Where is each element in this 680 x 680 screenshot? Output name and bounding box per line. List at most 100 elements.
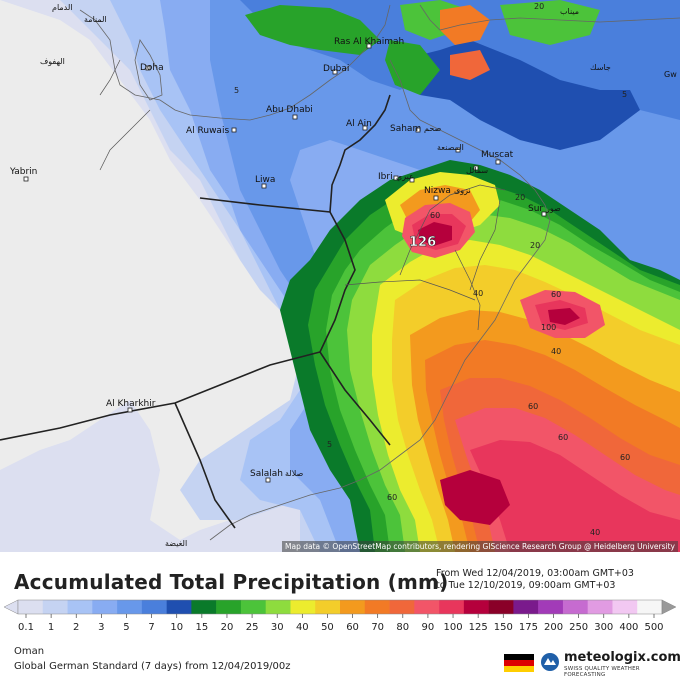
city-al-kharkhir: Al Kharkhir <box>106 399 156 409</box>
legend-label: 25 <box>246 622 259 633</box>
legend-swatch <box>439 600 465 614</box>
arabic-label-salalah: صلالة <box>285 469 304 478</box>
contour-label: 60 <box>430 211 440 220</box>
legend-arrow-left <box>3 599 19 615</box>
legend-label: 100 <box>443 622 462 633</box>
legend-swatch <box>290 600 316 614</box>
arabic-label-minab: ميناب <box>560 7 579 16</box>
city-salalah: Salalah <box>250 469 283 479</box>
contour-label: 60 <box>387 493 397 502</box>
legend-label: 40 <box>296 622 309 633</box>
legend-label: 0.1 <box>18 622 34 633</box>
legend-label: 80 <box>396 622 409 633</box>
legend-label: 250 <box>569 622 588 633</box>
city-markers <box>23 43 547 483</box>
contour-label: 5 <box>327 440 332 449</box>
city-abu-dhabi: Abu Dhabi <box>266 105 313 115</box>
city-ras-al-khaimah: Ras Al Khaimah <box>334 37 404 47</box>
legend-swatch <box>166 600 192 614</box>
legend-label: 15 <box>195 622 208 633</box>
legend-swatch <box>513 600 539 614</box>
city-ibri: Ibri <box>378 172 393 182</box>
legend-swatch <box>117 600 143 614</box>
legend-swatch <box>538 600 564 614</box>
legend-swatch <box>414 600 440 614</box>
legend-swatch <box>340 600 366 614</box>
legend-arrow-right <box>661 599 677 615</box>
contour-label: 5 <box>622 90 627 99</box>
contour-label: 20 <box>515 193 525 202</box>
contour-label: 5 <box>234 86 239 95</box>
arabic-label-ghaydah: الغيضة <box>165 539 187 548</box>
legend-swatch <box>191 600 217 614</box>
city-nizwa: Nizwa <box>424 186 451 196</box>
city-sur: Sur <box>528 204 543 214</box>
legend-swatch <box>92 600 118 614</box>
legend-swatch <box>18 600 44 614</box>
arabic-label-manama: المنامة <box>84 15 107 24</box>
arabic-label-hofuf: الهفوف <box>40 57 65 66</box>
precipitation-map[interactable]: Doha Ras Al Khaimah Dubai Abu Dhabi Al R… <box>0 0 680 552</box>
legend-swatch <box>612 600 638 614</box>
city-dubai: Dubai <box>323 64 349 74</box>
meteologix-logo[interactable]: meteologix.com SWISS QUALITY WEATHER FOR… <box>540 650 680 678</box>
contour-label: 20 <box>534 2 544 11</box>
city-yabrin: Yabrin <box>9 167 37 177</box>
flag-stripe <box>504 654 534 660</box>
legend-label: 500 <box>644 622 663 633</box>
legend-border <box>17 599 663 615</box>
legend-label: 1 <box>48 622 54 633</box>
contour-label: 40 <box>590 528 600 537</box>
arabic-label-samail: سمائل <box>466 166 488 175</box>
flag-stripe <box>504 666 534 672</box>
arabic-label-saham: صحم <box>424 124 441 133</box>
coastlines <box>79 4 680 541</box>
germany-flag-icon <box>504 654 534 672</box>
legend-label: 200 <box>544 622 563 633</box>
to-date: to Tue 12/10/2019, 09:00am GMT+03 <box>436 580 616 591</box>
legend-swatch <box>216 600 242 614</box>
legend-swatch <box>562 600 588 614</box>
contour-label: 20 <box>530 241 540 250</box>
from-date: From Wed 12/04/2019, 03:00am GMT+03 <box>436 568 634 579</box>
legend-swatch <box>265 600 291 614</box>
map-attribution: Map data © OpenStreetMap contributors, r… <box>282 541 678 552</box>
legend-label: 5 <box>123 622 129 633</box>
legend-swatch <box>637 600 663 614</box>
legend-swatch <box>42 600 68 614</box>
arabic-label-musanaah: المصنعة <box>437 143 464 152</box>
contour-label: 60 <box>620 453 630 462</box>
arabic-label-ibri: عبري <box>396 172 414 181</box>
city-doha: Doha <box>140 63 164 73</box>
city-liwa: Liwa <box>255 175 275 185</box>
color-legend: 0.1 1 2 3 5 7 10 15 20 25 30 40 50 60 70 80 90 100 125 150 1… <box>0 596 680 640</box>
legend-label: 2 <box>73 622 79 633</box>
arabic-label-jask: جاسك <box>590 63 611 72</box>
legend-label: 90 <box>422 622 435 633</box>
legend-swatch <box>67 600 93 614</box>
legend-swatch <box>141 600 167 614</box>
city-al-ruwais: Al Ruwais <box>186 126 229 136</box>
contour-label: 60 <box>551 290 561 299</box>
arabic-label-nizwa: نزوى <box>454 186 471 195</box>
legend-label: 300 <box>594 622 613 633</box>
arabic-label-dammam: الدمام <box>52 3 73 12</box>
legend-label: 125 <box>469 622 488 633</box>
city-muscat: Muscat <box>481 150 514 160</box>
legend-label: 30 <box>271 622 284 633</box>
legend-swatch <box>587 600 613 614</box>
legend-swatch <box>240 600 266 614</box>
brand-tagline: SWISS QUALITY WEATHER FORECASTING <box>564 666 640 678</box>
legend-swatch <box>389 600 415 614</box>
date-range: From Wed 12/04/2019, 03:00am GMT+03 to T… <box>436 568 634 592</box>
chart-title: Accumulated Total Precipitation (mm) <box>14 570 449 594</box>
country-borders <box>0 94 391 529</box>
contour-label: 40 <box>473 289 483 298</box>
legend-label: 20 <box>221 622 234 633</box>
legend-label: 175 <box>519 622 538 633</box>
legend-swatch <box>315 600 341 614</box>
legend-swatch <box>463 600 489 614</box>
contour-label: 40 <box>551 347 561 356</box>
legend-label: 10 <box>170 622 183 633</box>
legend-label: 150 <box>494 622 513 633</box>
